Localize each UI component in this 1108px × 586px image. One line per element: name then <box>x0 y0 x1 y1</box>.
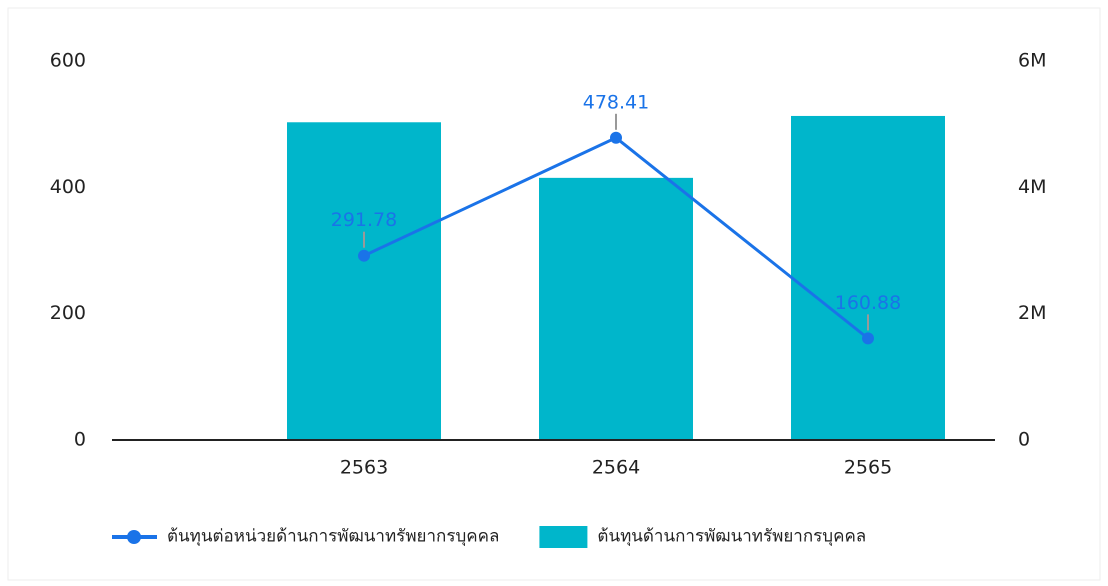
y-tick-label: 600 <box>50 50 86 72</box>
line-point <box>610 131 622 144</box>
bar <box>791 115 945 440</box>
legend-dot <box>127 530 141 544</box>
x-tick-label: 2564 <box>592 457 640 479</box>
bar <box>287 122 441 440</box>
y-tick-label: 400 <box>50 176 86 198</box>
line-point <box>862 332 874 345</box>
y2-tick-label: 0 <box>1018 429 1030 451</box>
y2-tick-label: 2M <box>1018 302 1046 324</box>
y-tick-label: 200 <box>50 302 86 324</box>
y2-tick-label: 4M <box>1018 176 1046 198</box>
line-point <box>358 249 370 262</box>
data-label: 291.78 <box>331 209 397 231</box>
legend-swatch <box>539 526 588 548</box>
y-tick-label: 0 <box>74 429 86 451</box>
x-tick-label: 2563 <box>340 457 388 479</box>
data-label: 160.88 <box>835 292 901 314</box>
x-tick-label: 2565 <box>844 457 892 479</box>
y2-tick-label: 6M <box>1018 50 1046 72</box>
bar <box>539 177 693 440</box>
legend-label: ต้นทุนด้านการพัฒนาทรัพยากรบุคคล <box>597 527 866 547</box>
legend-label: ต้นทุนต่อหน่วยด้านการพัฒนาทรัพยากรบุคคล <box>167 527 499 547</box>
data-label: 478.41 <box>583 91 649 113</box>
